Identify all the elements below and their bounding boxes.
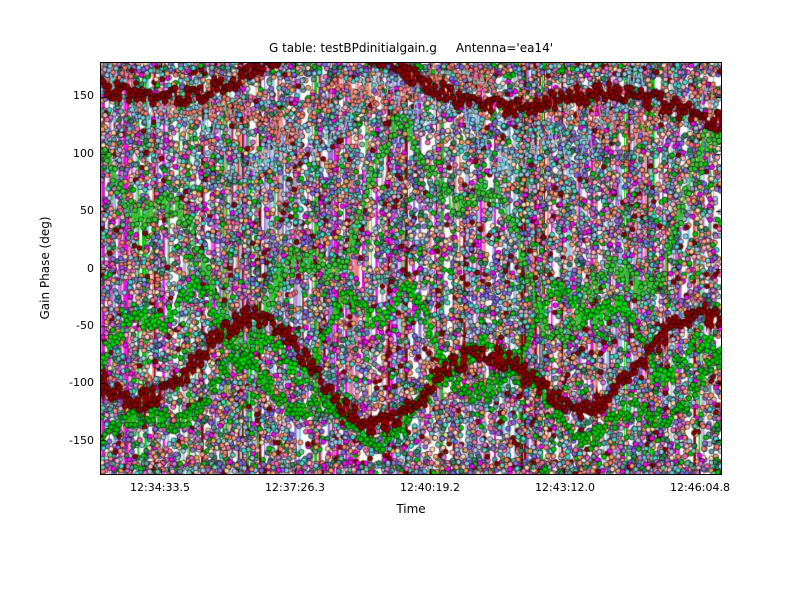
x-tick-label-1: 12:34:33.5: [130, 481, 190, 494]
y-tick-label-50: 50: [80, 204, 94, 217]
y-tick-label-0: 0: [87, 262, 94, 275]
y-tick-label-neg50: -50: [76, 319, 94, 332]
x-tick-label-2: 12:37:26.3: [265, 481, 325, 494]
plot-title: G table: testBPdinitialgain.g Antenna='e…: [268, 41, 554, 55]
y-axis-label: Gain Phase (deg): [38, 216, 52, 320]
y-tick-label-100: 100: [73, 147, 94, 160]
scatter-canvas: [101, 63, 721, 474]
plot-area: [100, 62, 722, 475]
y-tick-label-neg150: -150: [69, 434, 94, 447]
y-tick-label-150: 150: [73, 89, 94, 102]
x-tick-label-4: 12:43:12.0: [535, 481, 595, 494]
y-tick-label-neg100: -100: [69, 376, 94, 389]
x-tick-label-3: 12:40:19.2: [400, 481, 460, 494]
x-tick-label-5: 12:46:04.8: [670, 481, 730, 494]
x-axis-label: Time: [396, 502, 426, 516]
